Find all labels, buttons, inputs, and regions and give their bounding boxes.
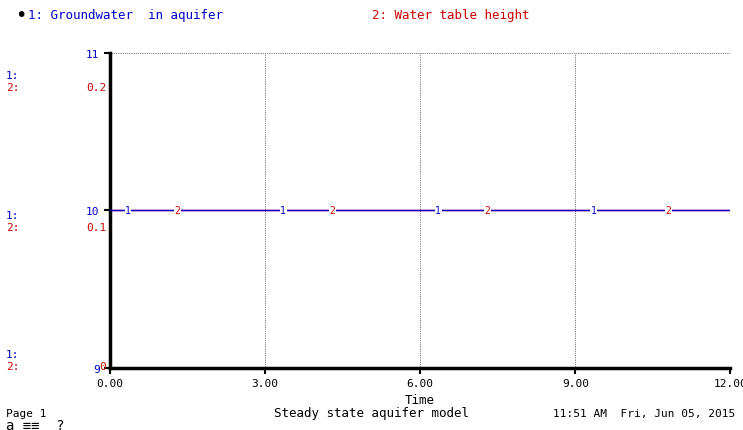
Text: 2:: 2: bbox=[6, 83, 19, 93]
Text: a ≡≡  ?: a ≡≡ ? bbox=[6, 418, 65, 430]
Text: 2:: 2: bbox=[6, 222, 19, 233]
Text: 2: 2 bbox=[666, 206, 671, 216]
Text: 1: Groundwater  in aquifer: 1: Groundwater in aquifer bbox=[28, 9, 223, 22]
X-axis label: Time: Time bbox=[405, 393, 435, 406]
Text: 2: 2 bbox=[175, 206, 180, 216]
Text: 2: Water table height: 2: Water table height bbox=[372, 9, 529, 22]
Text: 0: 0 bbox=[100, 361, 106, 372]
Text: 2:: 2: bbox=[6, 361, 19, 372]
Text: 1:: 1: bbox=[6, 71, 19, 81]
Text: 1:: 1: bbox=[6, 211, 19, 221]
Text: Steady state aquifer model: Steady state aquifer model bbox=[274, 406, 469, 419]
Text: Page 1: Page 1 bbox=[6, 408, 47, 418]
Text: 1: 1 bbox=[125, 206, 131, 216]
Text: 1: 1 bbox=[280, 206, 286, 216]
Text: 2: 2 bbox=[484, 206, 490, 216]
Text: 0.1: 0.1 bbox=[86, 222, 106, 233]
Text: 11:51 AM  Fri, Jun 05, 2015: 11:51 AM Fri, Jun 05, 2015 bbox=[554, 408, 736, 418]
Text: 1: 1 bbox=[591, 206, 597, 216]
Text: 0.2: 0.2 bbox=[86, 83, 106, 93]
Text: 2: 2 bbox=[329, 206, 335, 216]
Text: 1: 1 bbox=[435, 206, 441, 216]
Text: 1:: 1: bbox=[6, 349, 19, 359]
Text: •: • bbox=[15, 6, 26, 25]
